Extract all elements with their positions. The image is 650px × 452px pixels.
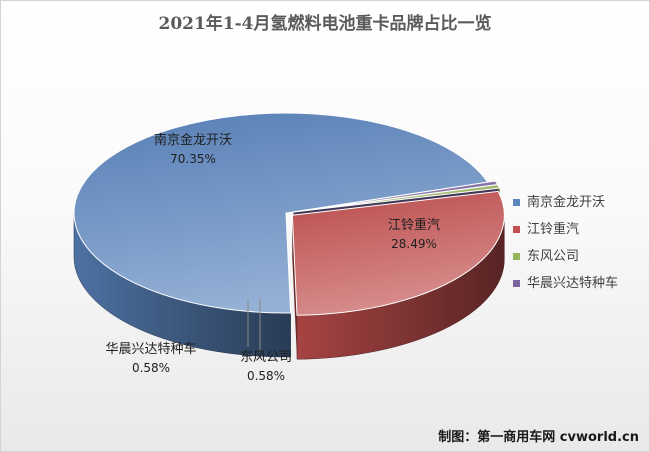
chart-title: 2021年1-4月氢燃料电池重卡品牌占比一览 — [158, 14, 492, 34]
pie-slice — [73, 112, 489, 314]
pie-slice — [291, 190, 505, 316]
data-label-name: 华晨兴达特种车 — [105, 341, 196, 357]
pie-slice-cut-face — [292, 215, 298, 360]
legend-label: 华晨兴达特种车 — [527, 276, 619, 291]
data-label-value: 0.58% — [132, 361, 170, 375]
data-label-name: 江铃重汽 — [388, 217, 440, 233]
legend-item: 南京金龙开沃 — [513, 189, 645, 216]
legend-item: 东风公司 — [513, 243, 645, 270]
legend-swatch — [513, 253, 520, 260]
legend: 南京金龙开沃 江铃重汽东风公司华晨兴达特种车 — [513, 189, 645, 297]
legend-item: 江铃重汽 — [513, 216, 645, 243]
pie-slice — [293, 180, 499, 213]
legend-label: 江铃重汽 — [527, 222, 580, 237]
legend-swatch — [513, 199, 520, 206]
legend-label: 东风公司 — [527, 249, 580, 264]
legend-swatch — [513, 280, 520, 287]
legend-label: 南京金龙开沃 — [527, 195, 606, 210]
data-label-name: 南京金龙开沃 — [154, 132, 232, 148]
legend-item: 华晨兴达特种车 — [513, 270, 645, 297]
footer-credit: 制图：第一商用车网 cvworld.cn — [438, 430, 639, 445]
data-label-value: 70.35% — [170, 152, 216, 166]
data-label-value: 0.58% — [247, 369, 285, 383]
data-label-name: 东风公司 — [240, 350, 292, 365]
legend-swatch — [513, 226, 520, 233]
data-label-value: 28.49% — [391, 237, 437, 251]
